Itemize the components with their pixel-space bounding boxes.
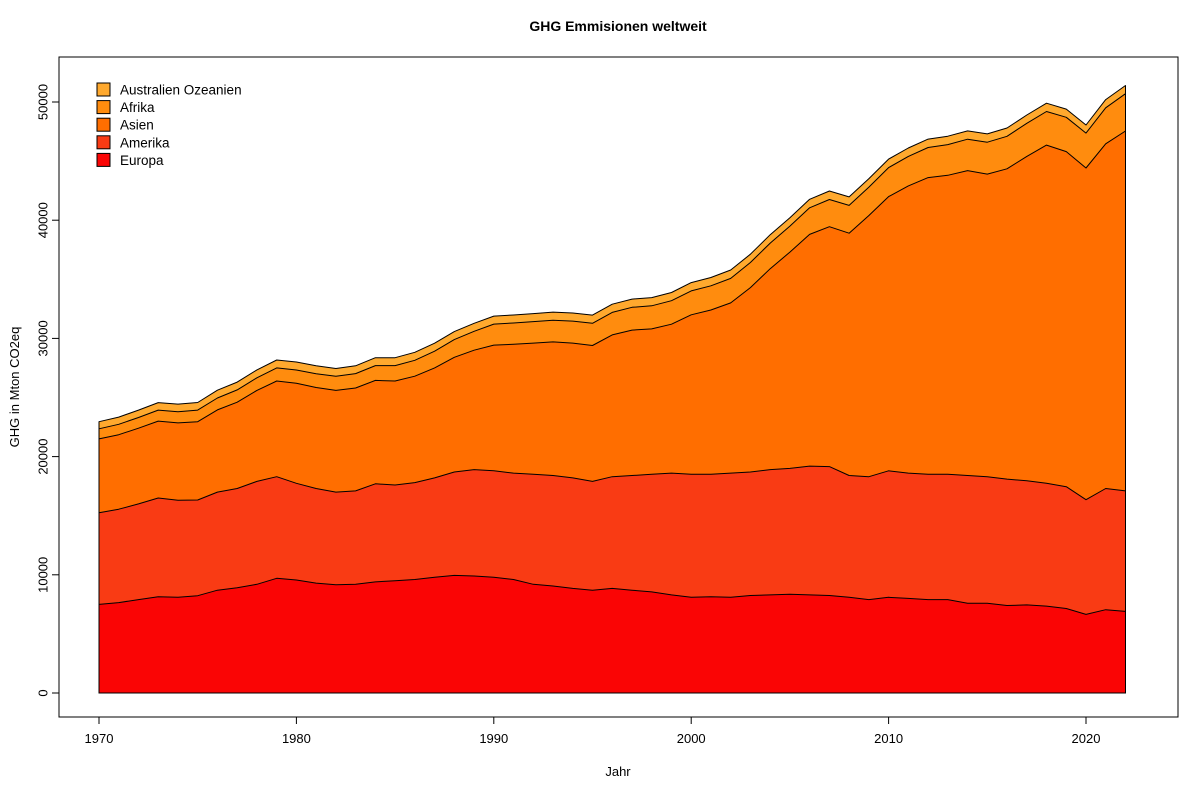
y-tick-label-20000: 20000 [36, 439, 51, 475]
legend-item-asien: Asien [96, 117, 154, 133]
y-tick-label-40000: 40000 [36, 202, 51, 238]
legend-swatch-europa [96, 152, 111, 167]
y-tick-label-10000: 10000 [36, 557, 51, 593]
area-europa [98, 574, 1126, 694]
y-tick-label-50000: 50000 [36, 84, 51, 120]
x-tick-label-2010: 2010 [874, 731, 903, 746]
legend-item-australien-ozeanien: Australien Ozeanien [96, 82, 242, 98]
legend-item-afrika: Afrika [96, 100, 155, 115]
y-axis-label: GHG in Mton CO2eq [7, 327, 22, 448]
x-tick-label-2020: 2020 [1072, 731, 1101, 746]
chart-title: GHG Emmisionen weltweit [529, 18, 707, 34]
y-tick-label-30000: 30000 [36, 320, 51, 356]
legend-item-amerika: Amerika [96, 135, 170, 150]
legend-label-amerika: Amerika [120, 135, 170, 150]
legend-label-australien-ozeanien: Australien Ozeanien [120, 83, 242, 98]
legend-item-europa: Europa [96, 152, 164, 168]
plot-box [58, 56, 1179, 718]
legend-label-afrika: Afrika [120, 100, 155, 115]
legend-label-europa: Europa [120, 153, 164, 168]
legend-swatch-afrika [96, 100, 111, 115]
x-tick-label-1990: 1990 [479, 731, 508, 746]
stacked-areas [98, 85, 1126, 694]
legend: Australien Ozeanien Afrika Asien Amerika Eur… [96, 82, 242, 168]
legend-label-asien: Asien [120, 118, 154, 133]
y-tick-label-0: 0 [36, 689, 51, 696]
x-axis-label: Jahr [605, 764, 631, 779]
x-tick-label-2000: 2000 [677, 731, 706, 746]
legend-swatch-asien [96, 117, 111, 132]
legend-swatch-australien-ozeanien [96, 82, 111, 97]
x-tick-label-1980: 1980 [282, 731, 311, 746]
axes: 1970 1980 1990 2000 2010 2020 0 10000 20000 30000… [36, 84, 1101, 746]
legend-swatch-amerika [96, 135, 111, 150]
x-tick-label-1970: 1970 [85, 731, 114, 746]
